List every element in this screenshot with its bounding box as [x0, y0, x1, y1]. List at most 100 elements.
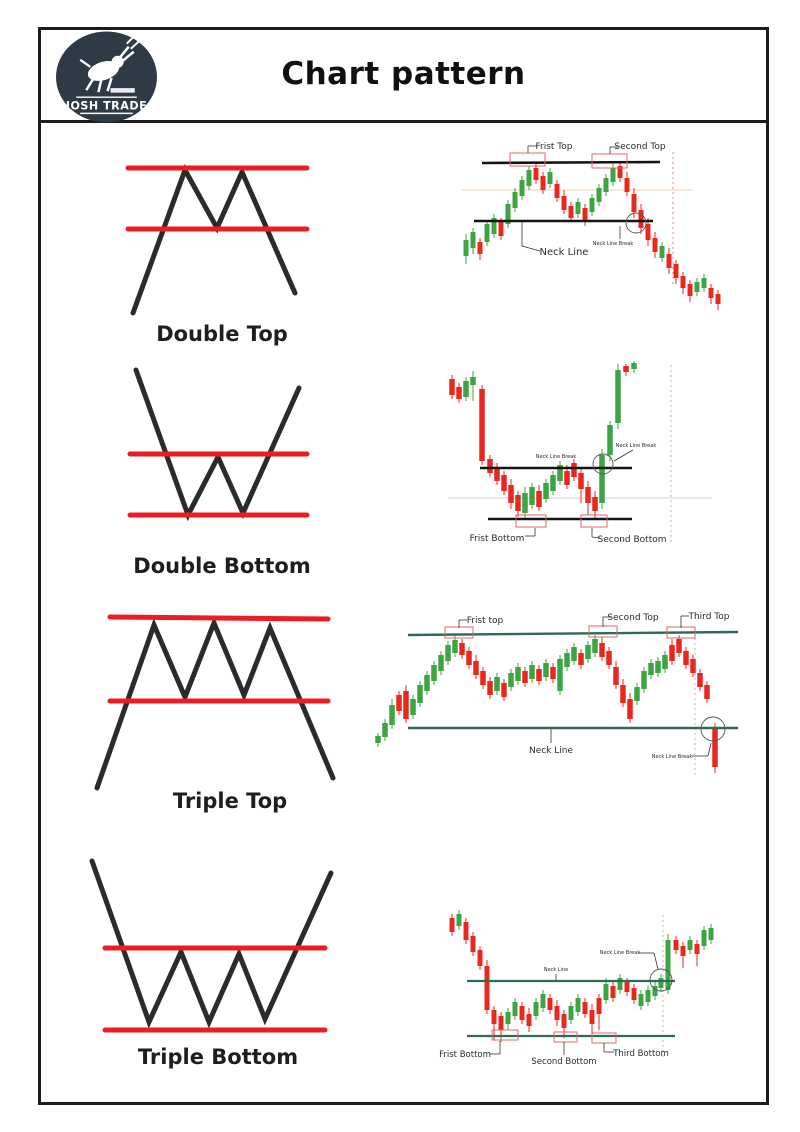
candle-body	[491, 218, 497, 234]
candle-body	[645, 990, 651, 1002]
candle-body	[669, 645, 675, 661]
candle-body	[712, 727, 718, 767]
pattern-highlight-box	[553, 1031, 578, 1043]
price-zigzag	[130, 163, 298, 316]
pattern-highlight-box	[591, 153, 628, 169]
candle-body	[603, 984, 609, 1000]
annotation-label: Neck Line Break	[600, 950, 641, 956]
candle-body	[557, 465, 563, 481]
price-zigzag	[133, 367, 302, 522]
pattern-label-triple-bottom: Triple Bottom	[137, 1045, 299, 1069]
candle-body	[547, 172, 553, 184]
candle-body	[438, 655, 444, 671]
candle-body	[606, 651, 612, 665]
candle-body	[508, 485, 514, 503]
candle-body	[624, 982, 630, 992]
candle-body	[701, 278, 707, 288]
triple-bottom-schematic	[89, 858, 334, 1033]
logo-badge	[110, 88, 135, 93]
candle-body	[575, 998, 581, 1012]
candle-body	[603, 178, 609, 192]
annotation-label: Neck Line Break	[616, 443, 657, 449]
candle-body	[477, 950, 483, 966]
annotation-label: Frist Bottom	[470, 534, 525, 544]
candle-body	[463, 381, 469, 397]
price-zigzag	[94, 616, 336, 791]
triple-top-schematic	[94, 614, 336, 791]
candle-body	[487, 459, 493, 473]
candle-body	[568, 206, 574, 218]
candle-body	[470, 232, 476, 248]
candle-body	[512, 192, 518, 208]
candle-body	[554, 1006, 560, 1020]
candle-body	[494, 467, 500, 481]
candle-body	[470, 377, 476, 385]
candle-body	[473, 661, 479, 675]
candle-body	[561, 196, 567, 210]
candle-body	[494, 677, 500, 691]
candle-body	[512, 1002, 518, 1016]
candle-body	[529, 665, 535, 679]
annotation-label: Third Top	[687, 612, 729, 622]
pattern-highlight-box	[591, 1032, 617, 1044]
candle-body	[480, 671, 486, 685]
candle-body	[431, 665, 437, 681]
neck-level-line	[481, 160, 661, 165]
candle-body	[615, 370, 621, 423]
candle-body	[645, 224, 651, 240]
logo-brand-text: JOSH TRADE	[65, 99, 147, 112]
candle-body	[491, 1010, 497, 1024]
candle-body	[536, 491, 542, 507]
candle-body	[652, 986, 658, 996]
candle-body	[638, 210, 644, 228]
triple-top-candle-chart: Frist top Second Top Third Top Neck Line Nec…	[375, 612, 739, 775]
candle-body	[519, 180, 525, 196]
double-top-candle-chart: Frist Top Second Top Neck Line Neck Line Br…	[462, 142, 721, 310]
candle-body	[561, 1014, 567, 1028]
candle-body	[459, 643, 465, 655]
candle-body	[466, 651, 472, 665]
candle-body	[697, 673, 703, 687]
candle-body	[452, 640, 458, 653]
candle-body	[701, 930, 707, 946]
candle-body	[550, 667, 556, 679]
candle-body	[543, 663, 549, 677]
price-zigzag	[89, 858, 334, 1029]
candle-body	[484, 224, 490, 242]
candle-body	[505, 204, 511, 224]
candle-body	[607, 425, 613, 455]
candle-body	[708, 288, 714, 298]
pattern-label-triple-top: Triple Top	[172, 789, 288, 813]
candle-body	[382, 723, 388, 737]
candle-body	[498, 222, 504, 236]
double-top-schematic	[125, 163, 310, 316]
candle-body	[673, 940, 679, 950]
candle-body	[564, 653, 570, 667]
candle-body	[498, 1016, 504, 1030]
candle-body	[610, 986, 616, 998]
candle-body	[687, 284, 693, 296]
candle-body	[571, 463, 577, 477]
candle-body	[540, 994, 546, 1008]
candle-body	[599, 643, 605, 657]
candle-body	[522, 671, 528, 683]
neck-level-line	[407, 630, 739, 637]
motion-line	[125, 34, 136, 45]
candle-body	[508, 673, 514, 687]
candle-body	[582, 208, 588, 220]
annotation-label: Second Bottom	[598, 535, 667, 545]
candle-body	[648, 663, 654, 675]
support-resistance-line	[107, 614, 331, 622]
annotation-label: Second Bottom	[531, 1057, 596, 1067]
pattern-label-double-bottom: Double Bottom	[133, 554, 311, 578]
callout-line	[613, 449, 634, 462]
candle-body	[596, 188, 602, 202]
candle-body	[582, 1002, 588, 1014]
candle-body	[536, 669, 542, 681]
candle-body	[589, 198, 595, 212]
candle-body	[704, 685, 710, 699]
candle-body	[596, 998, 602, 1014]
candle-body	[526, 1014, 532, 1026]
annotation-label: Neck Line Break	[593, 241, 634, 247]
candle-body	[575, 202, 581, 214]
